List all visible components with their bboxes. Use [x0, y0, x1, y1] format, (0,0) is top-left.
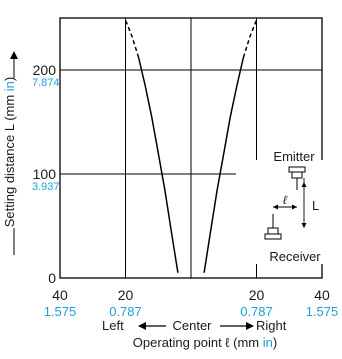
- emitter-icon: [288, 166, 306, 173]
- emitter-body: [291, 171, 303, 179]
- center-direction-label: Center: [172, 318, 212, 333]
- series-layer: [124, 19, 258, 273]
- x-tick-label: 20: [118, 287, 134, 303]
- series-line-right-dashed: [242, 19, 258, 58]
- l-arrow-right: [292, 204, 297, 210]
- l-arrow-left: [273, 204, 278, 210]
- x-tick-label: 40: [52, 287, 68, 303]
- x-tick-sub-label: 0.787: [109, 304, 142, 319]
- L-arrow-top: [301, 182, 307, 187]
- series-line-left-dashed: [124, 19, 140, 58]
- emitter-label: Emitter: [273, 149, 315, 164]
- y-tick-label: 100: [33, 166, 57, 182]
- receiver-body: [267, 227, 279, 235]
- plot-frame: [59, 17, 323, 279]
- x-tick-label: 40: [314, 287, 330, 303]
- right-direction-label: Right: [256, 318, 287, 333]
- receiver-icon: [264, 233, 282, 240]
- x-tick-label: 20: [249, 287, 265, 303]
- receiver-label: Receiver: [269, 249, 321, 264]
- y-axis-title: Setting distance L (mm in): [2, 77, 17, 228]
- left-direction-label: Left: [102, 318, 124, 333]
- y-tick-label: 0: [48, 270, 56, 286]
- sensor-inset: Emitter ℓ L Receiver: [236, 149, 340, 264]
- x-tick-sub-label: 1.575: [44, 304, 77, 319]
- x-axis-title: Operating point ℓ (mm in): [133, 335, 277, 350]
- tick-labels: 401.575200.787200.787401.57501003.937200…: [32, 62, 338, 319]
- inset-background: [236, 160, 340, 264]
- L-dimension-label: L: [312, 198, 319, 213]
- l-dimension-label: ℓ: [283, 193, 288, 207]
- y-tick-sub-label: 3.937: [32, 181, 60, 193]
- y-tick-sub-label: 7.874: [32, 77, 60, 89]
- series-line-left: [137, 57, 179, 273]
- L-arrow-bottom: [301, 223, 307, 228]
- series-line-right: [203, 57, 245, 273]
- y-tick-label: 200: [33, 62, 57, 78]
- x-tick-sub-label: 0.787: [240, 304, 273, 319]
- x-tick-sub-label: 1.575: [306, 304, 339, 319]
